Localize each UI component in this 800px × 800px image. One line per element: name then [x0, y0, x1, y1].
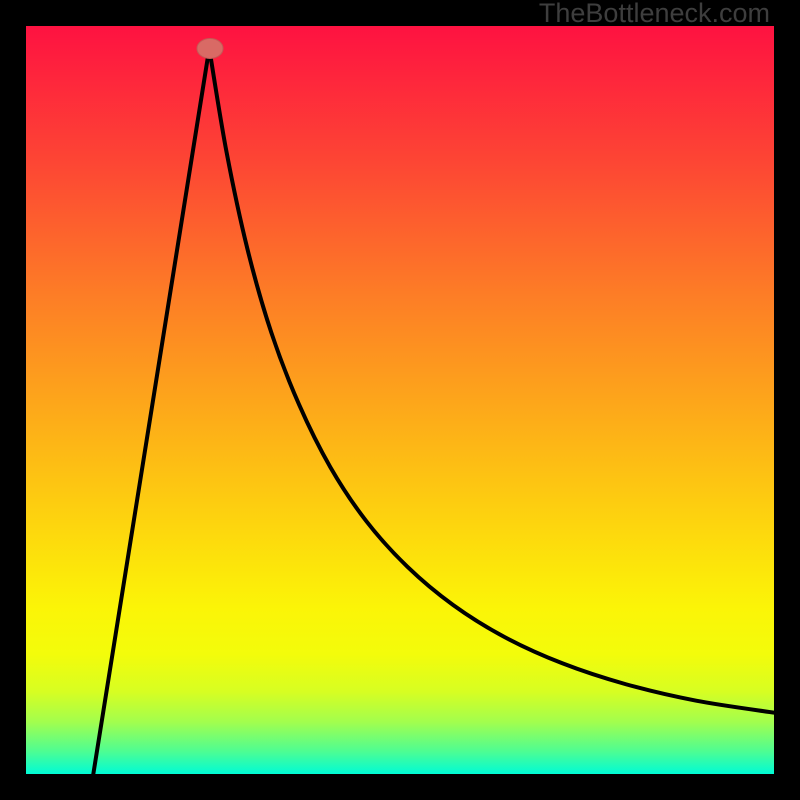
chart-frame: TheBottleneck.com [0, 0, 800, 800]
plot-background [26, 26, 774, 774]
minimum-marker [197, 38, 223, 58]
watermark-text: TheBottleneck.com [539, 0, 770, 29]
chart-svg [0, 0, 800, 800]
